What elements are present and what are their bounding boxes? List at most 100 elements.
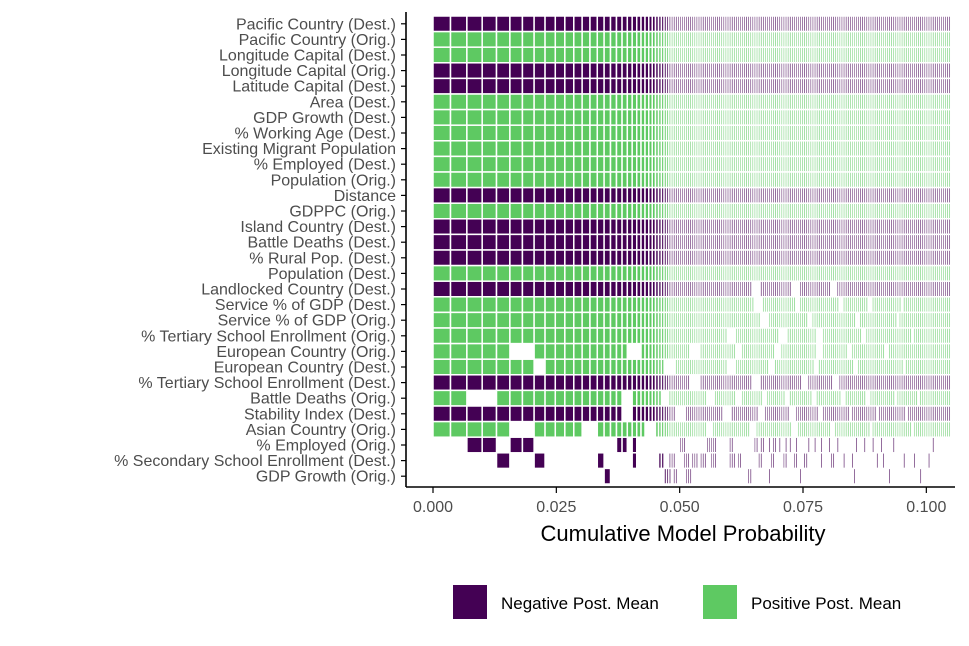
axes [401, 12, 955, 488]
model-cell [533, 15, 546, 33]
model-cell [786, 405, 790, 423]
model-cell [564, 124, 575, 142]
model-cell [495, 311, 511, 329]
model-cell [573, 202, 583, 220]
model-cell [495, 249, 511, 267]
model-cell [603, 420, 612, 438]
model-cell [533, 202, 546, 220]
model-cell [892, 389, 896, 407]
model-cell [432, 249, 452, 267]
model-cell [596, 15, 605, 33]
model-cell [581, 327, 591, 345]
y-tick-label: Battle Deaths (Dest.) [248, 235, 397, 252]
model-cell [615, 389, 623, 407]
model-cell [609, 374, 618, 392]
model-cell [544, 296, 557, 314]
model-cell [521, 171, 535, 189]
model-cell [782, 389, 786, 407]
model-cell [621, 358, 629, 376]
model-cell [767, 436, 772, 454]
model-cell [950, 124, 953, 142]
model-cell [950, 77, 953, 95]
model-cell [509, 389, 524, 407]
model-cell [495, 420, 511, 438]
model-cell [481, 280, 498, 298]
model-cell [603, 374, 612, 392]
model-cell [950, 374, 953, 392]
model-cell [609, 155, 618, 173]
model-cell [686, 452, 691, 470]
model-cell [521, 280, 535, 298]
model-cell [621, 62, 629, 80]
model-cell [581, 62, 591, 80]
model-cell [581, 186, 591, 204]
model-cell [521, 202, 535, 220]
model-cell [603, 405, 612, 423]
model-cell [603, 202, 612, 220]
model-cell [554, 327, 566, 345]
model-cell [603, 218, 612, 236]
model-cell [544, 389, 557, 407]
model-cell [466, 124, 483, 142]
model-cell [554, 311, 566, 329]
model-cell [621, 155, 629, 173]
model-cell [509, 233, 524, 251]
model-cell [615, 420, 623, 438]
model-cell [481, 218, 498, 236]
model-cell [449, 420, 468, 438]
model-cell [589, 280, 599, 298]
model-cell [950, 405, 953, 423]
model-cell [554, 93, 566, 111]
y-tick-label: Population (Dest.) [268, 266, 396, 283]
model-cell [544, 280, 557, 298]
model-cell [950, 202, 953, 220]
x-axis-ticks: 0.000 0.025 0.050 0.075 0.100 [413, 487, 946, 516]
model-cell [831, 452, 836, 470]
model-cell [544, 46, 557, 64]
model-cell [533, 218, 546, 236]
model-cell [533, 62, 546, 80]
x-axis-title: Cumulative Model Probability [541, 521, 826, 546]
model-cell [589, 140, 599, 158]
model-cell [603, 249, 612, 267]
model-cell [449, 108, 468, 126]
y-tick-label: % Rural Pop. (Dest.) [249, 250, 396, 267]
model-cell [466, 77, 483, 95]
model-cell [672, 452, 676, 470]
model-cell [432, 358, 452, 376]
model-cell [902, 452, 906, 470]
model-cell [554, 202, 566, 220]
model-cell [432, 108, 452, 126]
model-cell [554, 264, 566, 282]
model-cell [749, 374, 753, 392]
model-cell [432, 155, 452, 173]
model-cell [544, 108, 557, 126]
model-cell [544, 202, 557, 220]
model-cell [509, 264, 524, 282]
model-cell [554, 171, 566, 189]
model-cell [521, 124, 535, 142]
model-cell [432, 93, 452, 111]
model-cell [466, 436, 483, 454]
model-cell [950, 15, 953, 33]
model-cell [621, 93, 629, 111]
model-cell [509, 46, 524, 64]
model-cell [761, 436, 766, 454]
model-cell [481, 405, 498, 423]
model-cell [573, 46, 583, 64]
model-cell [596, 202, 605, 220]
model-cell [615, 405, 623, 423]
model-cell [615, 186, 623, 204]
model-cell [449, 358, 468, 376]
model-cell [495, 46, 511, 64]
model-cell [589, 264, 599, 282]
model-cell [615, 249, 623, 267]
model-cell [466, 249, 483, 267]
model-cell [603, 93, 612, 111]
y-tick-label: Latitude Capital (Dest.) [232, 79, 396, 96]
model-cell [432, 218, 452, 236]
model-cell [844, 342, 848, 360]
model-cell [533, 296, 546, 314]
model-cell [466, 405, 483, 423]
model-cell [466, 30, 483, 48]
